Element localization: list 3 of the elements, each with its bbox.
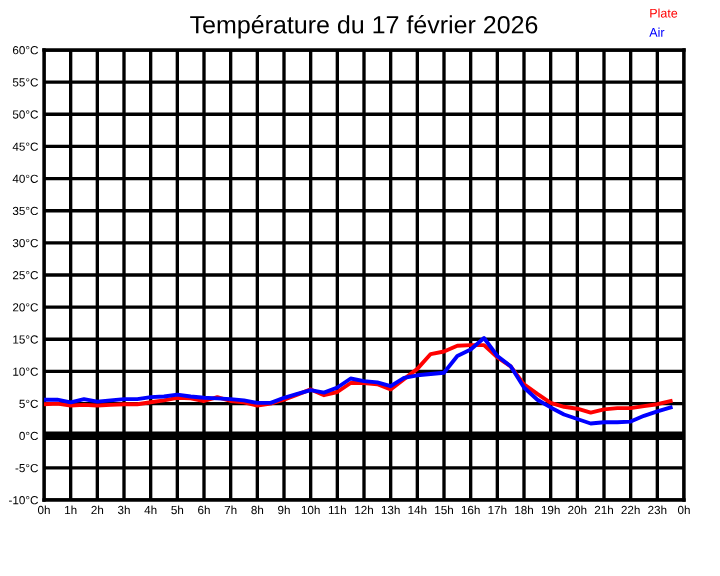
line-series [44, 336, 673, 426]
chart-title: Température du 17 février 2026 [190, 14, 538, 39]
line-series [44, 343, 673, 415]
